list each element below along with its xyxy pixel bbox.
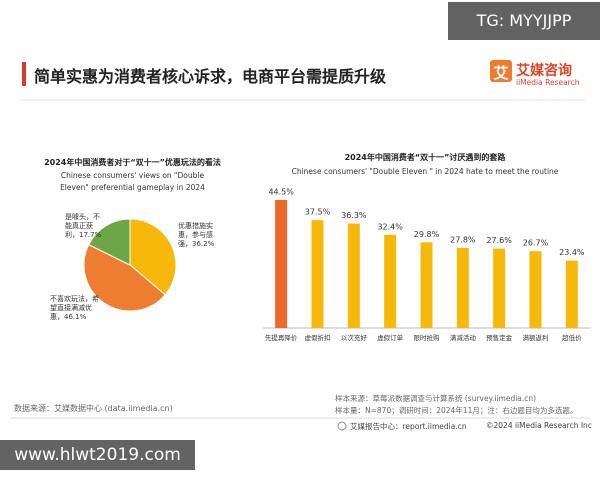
slice-label: 不喜欢玩法，希望直接满减优惠，46.1% [50, 295, 100, 322]
value-label: 44.5% [268, 188, 294, 197]
bar [493, 248, 506, 328]
pie-slice [83, 243, 166, 312]
value-label: 23.4% [559, 248, 585, 257]
x-tick-label: 超低价 [562, 333, 582, 342]
logo-sub: iiMedia Research [516, 78, 580, 87]
bar [565, 260, 578, 328]
chart-title: 2024年中国消费者对于“双十一”优惠玩法的看法 [44, 158, 221, 167]
value-label: 37.5% [305, 208, 331, 217]
x-tick-label: 满减活动 [450, 333, 477, 342]
slice-category: 不喜欢玩法，希望直接满减优惠， [50, 295, 99, 321]
report-center: 艾媒报告中心：report.iimedia.cn [350, 422, 467, 431]
x-tick-label: 预售定金 [486, 333, 513, 342]
source-left: 数据来源：艾媒数据中心 (data.iimedia.cn) [14, 404, 173, 413]
page-title: 简单实惠为消费者核心诉求，电商平台需提质升级 [34, 67, 387, 86]
slice-label: 是噱头，不能真正获利，17.7% [65, 213, 105, 240]
x-tick-label: 先提再降价 [265, 333, 298, 342]
pie-slice [88, 218, 131, 266]
slice-value: 17.7% [79, 231, 102, 239]
x-tick-label: 虚假订单 [377, 333, 404, 342]
chart-subtitle: Chinese consumers' "Double Eleven " in 2… [291, 167, 559, 176]
value-label: 36.3% [341, 211, 367, 220]
value-label: 26.7% [523, 239, 549, 248]
value-label: 27.6% [486, 236, 512, 245]
x-tick-label: 满额返利 [523, 333, 549, 342]
sample-source: 样本来源：草莓派数据调查与计算系统 (survey.iimedia.cn) [335, 394, 537, 403]
bar [529, 251, 542, 328]
slice-label: 优惠措施实惠，参与感强，36.2% [178, 222, 220, 249]
slice-category: 优惠措施实惠，参与感强， [178, 222, 213, 248]
value-label: 32.4% [377, 222, 403, 231]
bar [420, 242, 433, 328]
bar [275, 200, 288, 328]
pie-slice [129, 218, 177, 296]
sample-info: 样本量：N=870；调研时间：2024年11月；注：右边题目均为多选题。 [335, 406, 578, 415]
title-marker [22, 62, 26, 86]
chart-subtitle: Chinese consumers' views on "Double Elev… [60, 171, 205, 192]
slice-value: 36.2% [192, 240, 215, 248]
slice-value: 46.1% [64, 313, 87, 321]
watermark-top: TG: MYYJJPP [448, 2, 600, 40]
bar [384, 234, 397, 328]
logo-name: 艾媒咨询 [516, 63, 572, 79]
x-tick-label: 限时抢购 [414, 333, 441, 342]
value-label: 29.8% [414, 230, 440, 239]
value-label: 27.8% [450, 236, 476, 245]
x-tick-label: 以次充好 [341, 333, 368, 342]
bar [456, 248, 469, 328]
watermark-bottom: www.hlwt2019.com [0, 440, 195, 470]
chart-title: 2024年中国消费者“双十一”讨厌遇到的套路 [344, 153, 506, 162]
logo-box [490, 60, 512, 82]
copyright: ©2024 iiMedia Research Inc [486, 421, 592, 430]
x-tick-label: 虚假折扣 [305, 333, 331, 342]
bar [347, 223, 360, 328]
bar [311, 220, 324, 328]
logo-icon: 艾 [493, 64, 509, 82]
footer-icon [337, 421, 347, 431]
slice-category: 是噱头，不能真正获利， [65, 213, 100, 239]
